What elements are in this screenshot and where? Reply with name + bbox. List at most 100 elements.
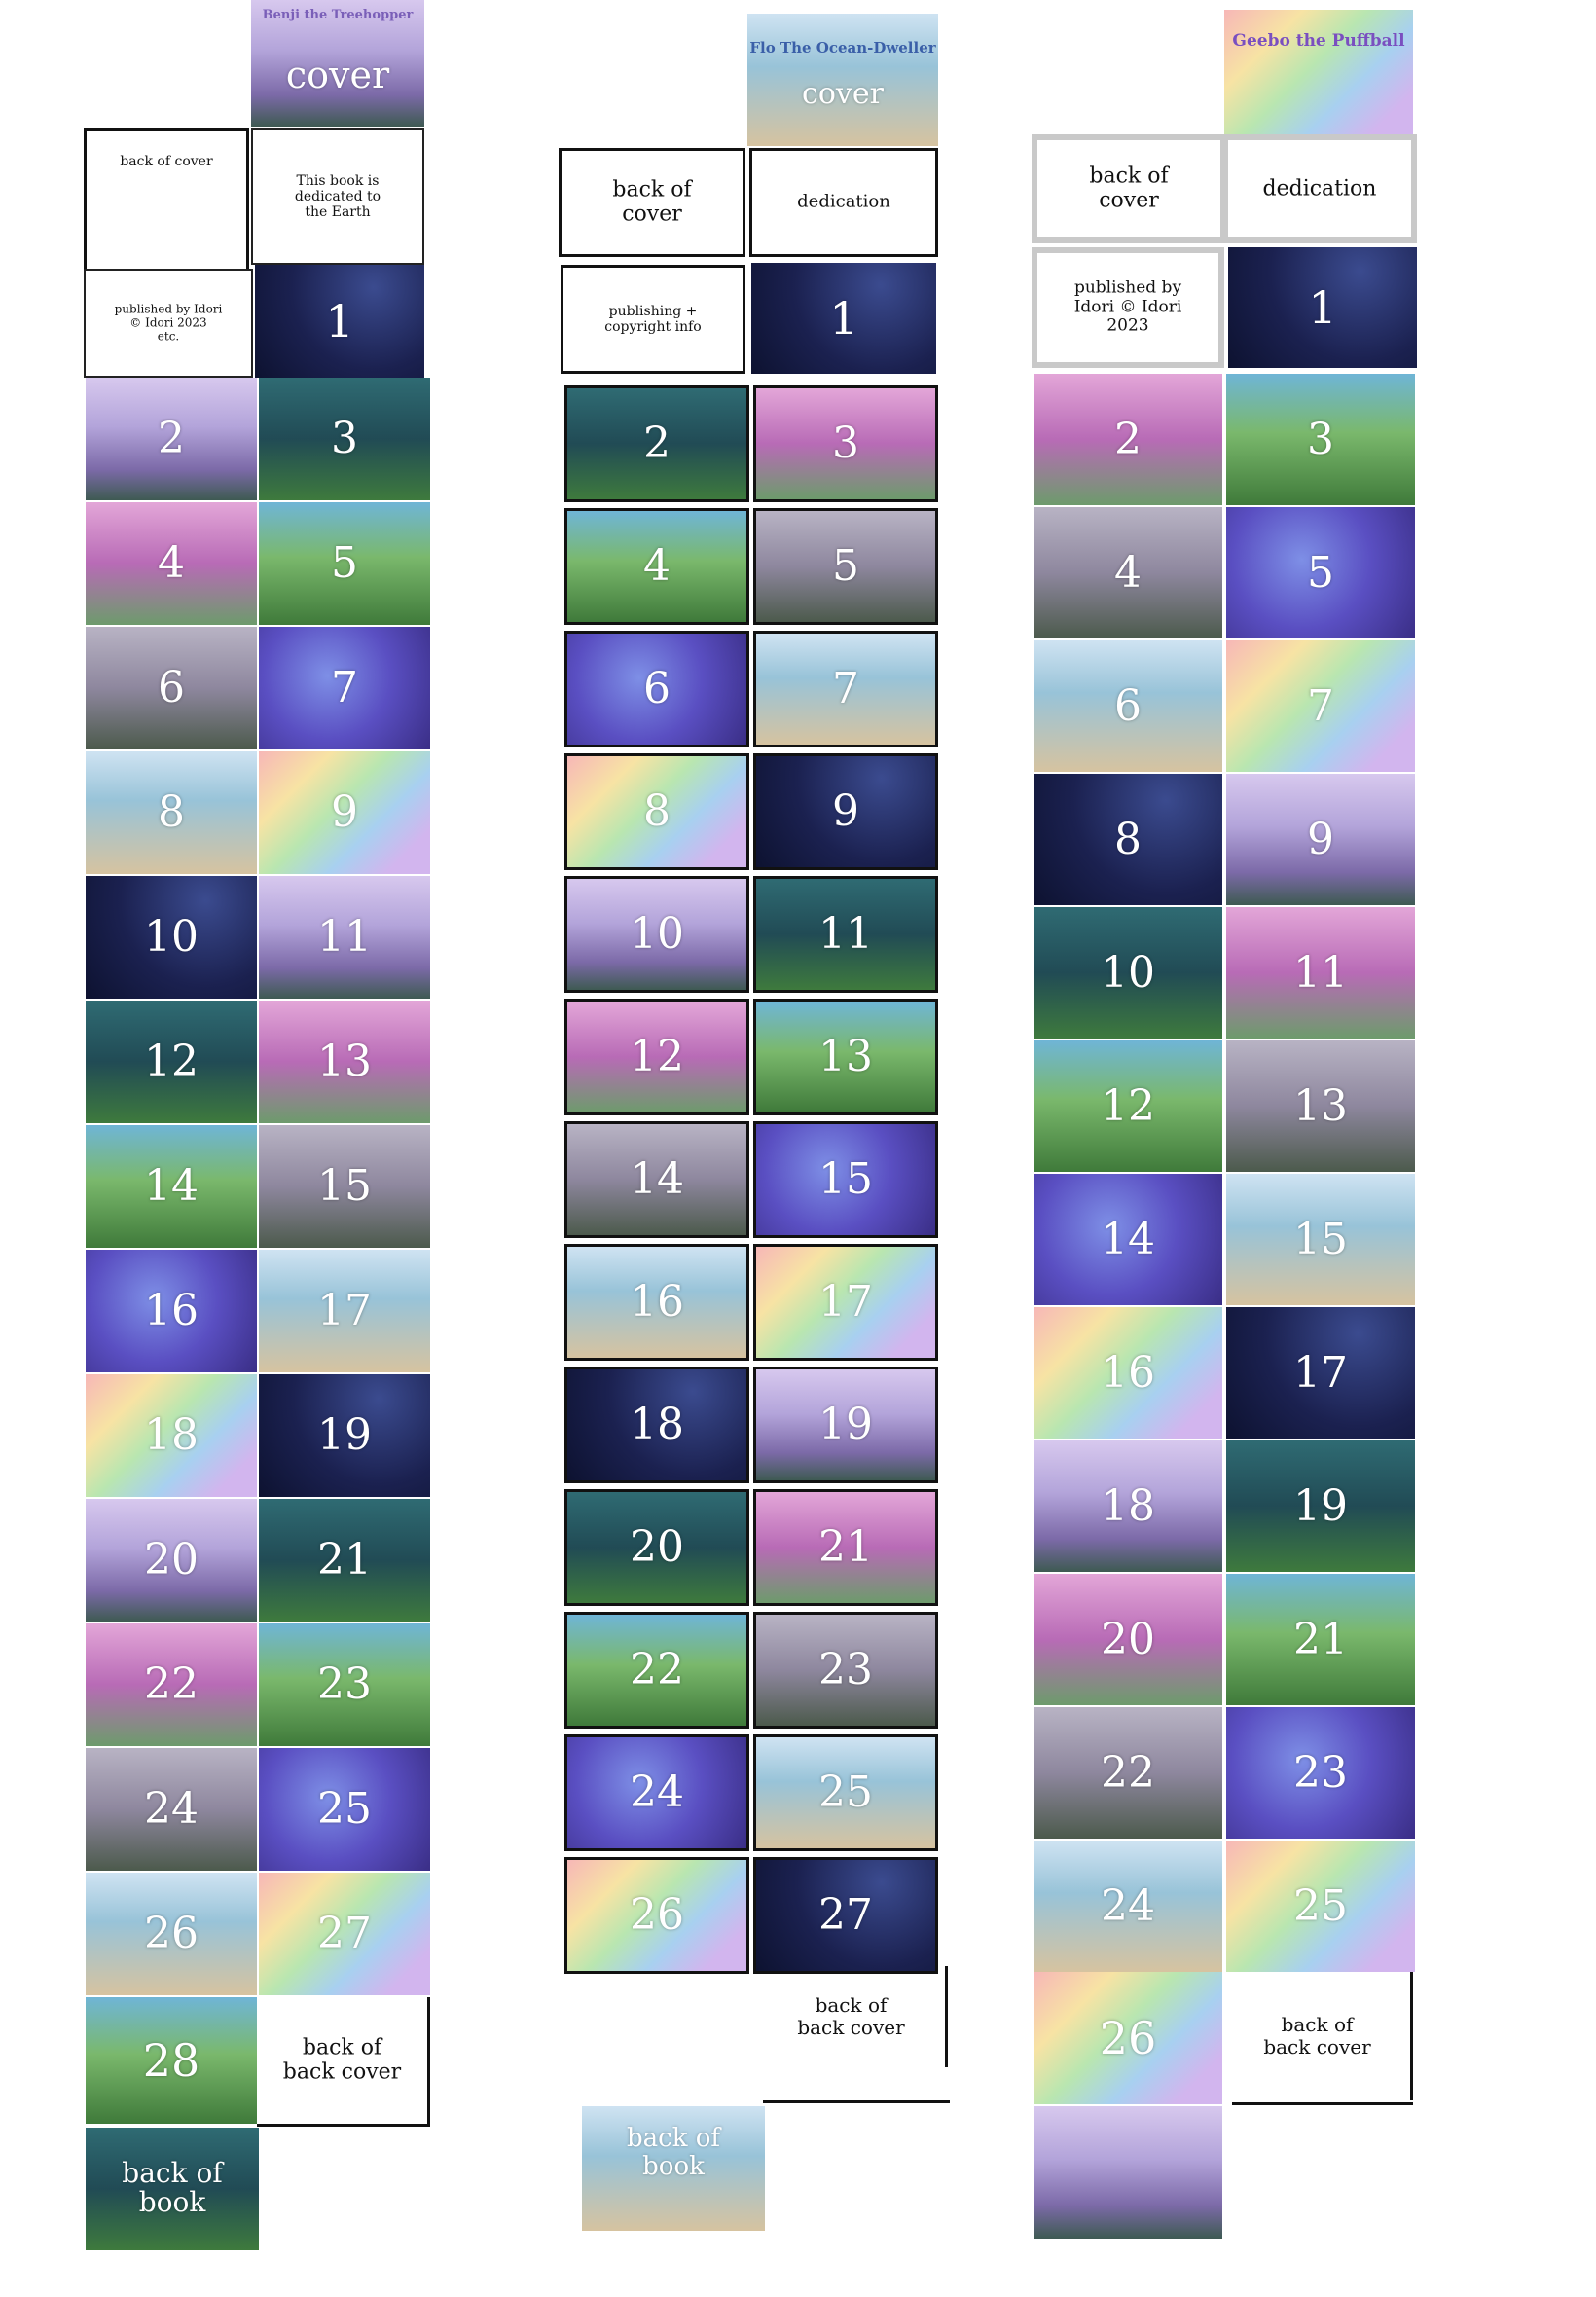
page-9-panel: 9 bbox=[753, 753, 938, 870]
page-24-panel: 24 bbox=[1034, 1841, 1222, 1972]
page-13-panel: 13 bbox=[259, 1001, 430, 1123]
page-number: 8 bbox=[1114, 814, 1142, 864]
dedication-label: dedication bbox=[797, 191, 890, 212]
page-number: 15 bbox=[1293, 1214, 1348, 1264]
page-number: 3 bbox=[1307, 414, 1334, 464]
page-number: 10 bbox=[144, 912, 199, 962]
book-title: Flo The Ocean-Dweller bbox=[749, 39, 936, 56]
page-8-panel: 8 bbox=[1034, 774, 1222, 905]
page-number: 23 bbox=[818, 1645, 873, 1695]
back-of-book-label: back of book bbox=[626, 2124, 720, 2181]
page-12-panel: 12 bbox=[1034, 1040, 1222, 1172]
page-number: 11 bbox=[317, 912, 372, 962]
page-number: 6 bbox=[643, 664, 671, 713]
page-10-panel: 10 bbox=[86, 876, 257, 999]
cover-panel: Flo The Ocean-Dweller cover bbox=[747, 14, 938, 146]
publishing-panel: published by Idori © Idori 2023 bbox=[1032, 247, 1224, 368]
page-26-panel: 26 bbox=[564, 1857, 749, 1974]
page-number: 12 bbox=[630, 1032, 684, 1081]
page-number: 1 bbox=[1308, 281, 1337, 334]
page-10-panel: 10 bbox=[564, 876, 749, 993]
page-number: 16 bbox=[1101, 1347, 1155, 1398]
page-number: 19 bbox=[317, 1410, 372, 1460]
page-7-panel: 7 bbox=[753, 631, 938, 747]
back-of-book-panel bbox=[1034, 2106, 1222, 2239]
page-number: 24 bbox=[1101, 1880, 1155, 1931]
divider-line bbox=[763, 2100, 950, 2103]
page-number: 5 bbox=[1307, 547, 1334, 598]
back-of-back-cover-label: back of back cover bbox=[282, 2035, 402, 2085]
book-title: Geebo the Puffball bbox=[1232, 31, 1405, 51]
page-number: 18 bbox=[1101, 1480, 1155, 1531]
page-number: 22 bbox=[1101, 1747, 1155, 1798]
page-number: 7 bbox=[331, 663, 358, 712]
publishing-text: published by Idori © Idori 2023 etc. bbox=[114, 302, 223, 343]
page-22-panel: 22 bbox=[564, 1612, 749, 1729]
page-5-panel: 5 bbox=[1226, 507, 1415, 638]
page-number: 23 bbox=[317, 1659, 372, 1709]
page-18-panel: 18 bbox=[564, 1367, 749, 1483]
dedication-panel: dedication bbox=[749, 148, 938, 257]
page-3-panel: 3 bbox=[1226, 374, 1415, 505]
page-number: 13 bbox=[818, 1032, 873, 1081]
page-20-panel: 20 bbox=[564, 1489, 749, 1606]
page-8-panel: 8 bbox=[564, 753, 749, 870]
page-15-panel: 15 bbox=[753, 1121, 938, 1238]
cover-label: cover bbox=[802, 77, 884, 112]
page-14-panel: 14 bbox=[1034, 1174, 1222, 1305]
page-number: 19 bbox=[1293, 1480, 1348, 1531]
page-number: 21 bbox=[317, 1535, 372, 1585]
page-5-panel: 5 bbox=[753, 508, 938, 625]
page-17-panel: 17 bbox=[753, 1244, 938, 1361]
page-24-panel: 24 bbox=[86, 1748, 257, 1871]
page-number: 25 bbox=[317, 1784, 372, 1834]
publishing-text: publishing + copyright info bbox=[604, 303, 702, 335]
page-1-panel: 1 bbox=[255, 265, 424, 378]
page-number: 20 bbox=[1101, 1614, 1155, 1664]
dedication-label: dedication bbox=[1262, 176, 1377, 201]
page-19-panel: 19 bbox=[1226, 1440, 1415, 1572]
page-number: 9 bbox=[1307, 814, 1334, 864]
page-5-panel: 5 bbox=[259, 502, 430, 625]
page-23-panel: 23 bbox=[259, 1623, 430, 1746]
page-number: 11 bbox=[1293, 947, 1348, 998]
page-4-panel: 4 bbox=[1034, 507, 1222, 638]
page-number: 24 bbox=[630, 1768, 684, 1817]
page-number: 15 bbox=[317, 1161, 372, 1211]
back-of-book-label: back of book bbox=[122, 2156, 223, 2219]
back-of-cover-label: back of cover bbox=[1089, 164, 1169, 213]
page-9-panel: 9 bbox=[1226, 774, 1415, 905]
page-1-panel: 1 bbox=[751, 263, 936, 374]
page-6-panel: 6 bbox=[86, 627, 257, 749]
divider-line bbox=[257, 2124, 430, 2127]
page-27-panel: 27 bbox=[753, 1857, 938, 1974]
page-number: 28 bbox=[142, 2034, 200, 2087]
page-number: 6 bbox=[1114, 680, 1142, 731]
page-number: 22 bbox=[144, 1659, 199, 1709]
page-21-panel: 21 bbox=[753, 1489, 938, 1606]
back-of-book-panel: back of book bbox=[86, 2128, 259, 2250]
page-25-panel: 25 bbox=[259, 1748, 430, 1871]
page-7-panel: 7 bbox=[1226, 640, 1415, 772]
page-number: 6 bbox=[158, 663, 185, 712]
page-number: 4 bbox=[1114, 547, 1142, 598]
page-2-panel: 2 bbox=[564, 385, 749, 502]
page-8-panel: 8 bbox=[86, 751, 257, 874]
back-of-cover-panel: back of cover bbox=[1032, 134, 1226, 243]
page-number: 27 bbox=[818, 1890, 873, 1940]
page-number: 17 bbox=[1293, 1347, 1348, 1398]
page-13-panel: 13 bbox=[753, 999, 938, 1115]
page-number: 22 bbox=[630, 1645, 684, 1695]
dedication-panel: This book is dedicated to the Earth bbox=[251, 128, 424, 265]
page-number: 12 bbox=[144, 1037, 199, 1086]
page-number: 18 bbox=[144, 1410, 199, 1460]
page-12-panel: 12 bbox=[564, 999, 749, 1115]
page-number: 14 bbox=[144, 1161, 199, 1211]
page-number: 26 bbox=[144, 1909, 199, 1958]
page-number: 9 bbox=[331, 787, 358, 837]
page-19-panel: 19 bbox=[753, 1367, 938, 1483]
page-number: 26 bbox=[1099, 2012, 1157, 2064]
page-6-panel: 6 bbox=[1034, 640, 1222, 772]
back-of-back-cover-panel: back of back cover bbox=[257, 1997, 430, 2124]
page-number: 1 bbox=[325, 295, 354, 347]
